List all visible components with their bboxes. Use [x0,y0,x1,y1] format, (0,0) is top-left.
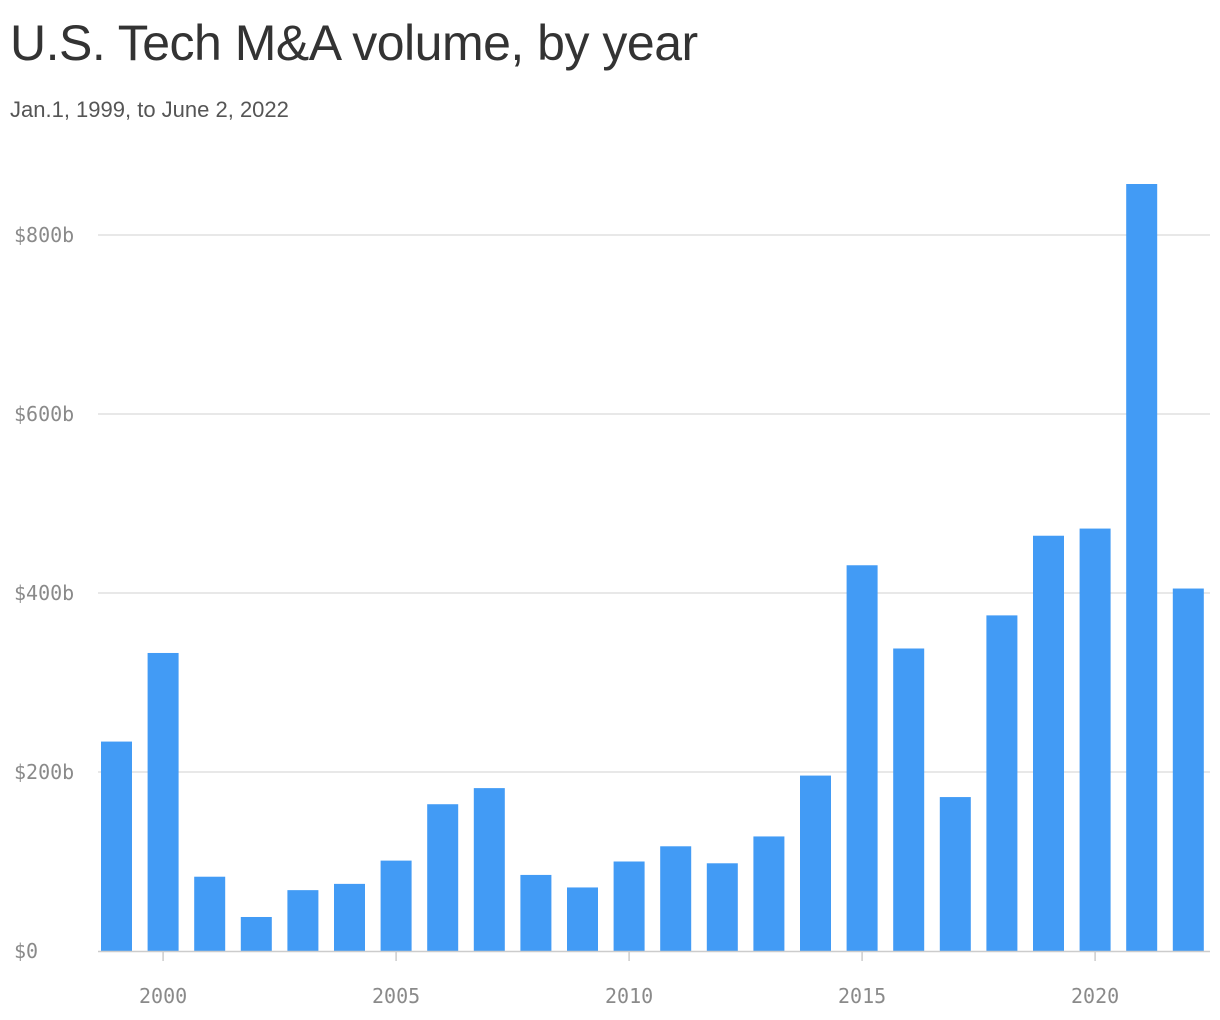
bar-2002 [240,916,272,951]
x-tick-label: 2000 [139,984,187,1008]
bar-2022 [1172,588,1204,951]
bar-2007 [473,788,505,951]
bar-2021 [1126,184,1158,951]
bar-2012 [706,863,738,951]
y-tick-label: $0 [14,939,38,963]
bar-2009 [567,887,598,951]
gridlines [98,234,1210,773]
y-tick-label: $400b [14,581,74,605]
bar-1999 [101,741,132,951]
bar-2008 [520,874,552,951]
y-axis-tick-labels: $0 $200b $400b $600b $800b [14,223,74,963]
bar-2013 [753,836,785,951]
bar-2018 [986,615,1018,951]
bar-2011 [660,846,692,951]
bar-2020 [1079,528,1111,951]
chart-subtitle: Jan.1, 1999, to June 2, 2022 [10,97,289,122]
chart-title: U.S. Tech M&A volume, by year [10,15,698,71]
y-tick-label: $800b [14,223,74,247]
bar-2014 [800,775,831,951]
bar-2015 [846,565,878,951]
bar-2010 [613,861,645,951]
bar-2003 [287,890,319,951]
bar-2004 [334,883,365,951]
y-tick-label: $600b [14,402,74,426]
x-tick-label: 2005 [372,984,420,1008]
bar-2006 [427,804,459,951]
x-tick-label: 2020 [1071,984,1119,1008]
y-tick-label: $200b [14,760,74,784]
bar-2000 [147,652,179,951]
bar-2017 [939,797,971,951]
bar-2016 [893,648,925,951]
bar-2019 [1033,535,1064,951]
x-tick-label: 2015 [838,984,886,1008]
bar-2005 [380,860,412,951]
x-tick-label: 2010 [605,984,653,1008]
bars [101,184,1204,951]
x-axis-ticks: 2000 2005 2010 2015 2020 [139,951,1119,1008]
bar-2001 [194,876,226,951]
